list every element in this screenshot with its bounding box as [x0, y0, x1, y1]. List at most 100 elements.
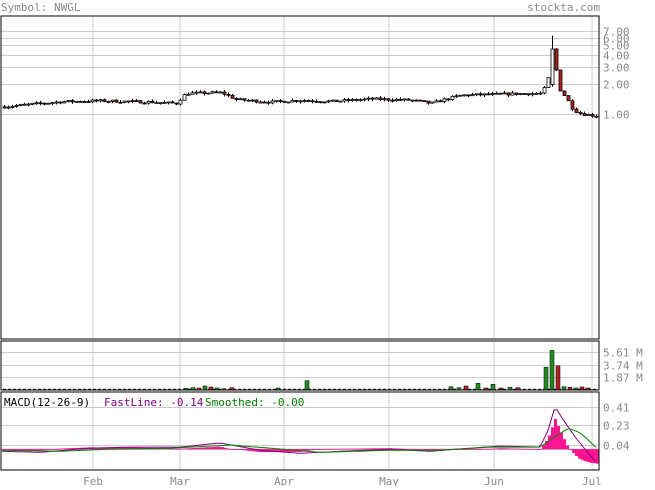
- volume-bar: [490, 384, 496, 391]
- volume-bar-small: [438, 388, 441, 390]
- macd-hist-bar: [473, 448, 476, 450]
- macd-hist-bar: [23, 449, 26, 451]
- macd-hist-bar: [179, 448, 182, 450]
- macd-hist-bar: [329, 448, 332, 450]
- volume-bar-small: [358, 388, 361, 390]
- macd-hist-bar: [176, 448, 179, 450]
- macd-hist-bar: [347, 448, 350, 450]
- volume-bar-small: [153, 388, 156, 390]
- price-candle-body: [566, 95, 571, 102]
- price-panel: 7.006.005.004.003.00 2.00 1.00: [0, 15, 630, 340]
- macd-hist-bar: [26, 449, 29, 451]
- macd-hist-bar: [113, 447, 116, 450]
- macd-hist-bar: [194, 447, 197, 450]
- volume-bar-small: [113, 388, 116, 390]
- macd-hist-bar: [440, 449, 443, 450]
- macd-hist-bar: [371, 448, 374, 450]
- price-candle-body: [270, 100, 275, 104]
- macd-hist-bar: [380, 448, 383, 450]
- volume-bar-small: [343, 388, 346, 390]
- price-candle-body: [290, 100, 295, 103]
- macd-hist-bar: [572, 449, 575, 453]
- volume-bar-small: [418, 388, 421, 390]
- price-candle-body: [146, 100, 151, 104]
- volume-bar: [304, 380, 310, 391]
- macd-hist-bar: [569, 449, 572, 450]
- volume-bar-small: [93, 388, 96, 390]
- macd-hist-bar: [35, 449, 38, 451]
- macd-hist-bar: [548, 435, 551, 450]
- volume-bar: [448, 386, 454, 391]
- macd-hist-bar: [431, 449, 434, 451]
- macd-hist-bar: [326, 449, 329, 450]
- x-tick-label: Apr: [274, 475, 294, 486]
- price-candle-body: [350, 98, 355, 101]
- macd-fast-line: [1, 409, 597, 463]
- macd-hist-bar: [395, 448, 398, 450]
- volume-bar-small: [163, 388, 166, 390]
- volume-bar: [543, 366, 549, 391]
- price-candle-body: [158, 102, 163, 104]
- price-candle-body: [414, 99, 419, 102]
- price-candle-body: [190, 92, 195, 95]
- macd-fast-legend: FastLine: -0.14: [104, 396, 204, 409]
- x-axis: Feb Mar Apr May Jun Jul: [83, 475, 602, 488]
- macd-hist-bar: [419, 449, 422, 450]
- volume-bar-small: [408, 388, 411, 390]
- macd-hist-bar: [524, 448, 527, 450]
- macd-tick-label: 0.41: [603, 402, 630, 415]
- macd-hist-bar: [17, 449, 20, 451]
- macd-hist-bar: [362, 448, 365, 450]
- volume-bar-small: [353, 388, 356, 390]
- price-candle-body: [470, 94, 475, 97]
- volume-bar-small: [303, 388, 306, 390]
- macd-hist-bar: [536, 449, 539, 450]
- price-tick-label: 4.00: [603, 50, 630, 63]
- price-candle-body: [6, 106, 11, 109]
- price-candle-body: [490, 93, 495, 95]
- macd-hist-bar: [62, 448, 65, 450]
- price-candle-body: [214, 91, 219, 94]
- macd-hist-bar: [20, 449, 23, 451]
- macd-hist-bar: [407, 449, 410, 450]
- volume-bar-small: [393, 388, 396, 390]
- macd-hist-bar: [215, 446, 218, 450]
- volume-bar-small: [378, 388, 381, 390]
- price-candle-body: [246, 99, 251, 102]
- volume-bar: [549, 350, 555, 391]
- price-candle-body: [450, 95, 455, 100]
- volume-bar-small: [423, 388, 426, 390]
- volume-bar-small: [513, 388, 516, 390]
- volume-bar-small: [18, 388, 21, 390]
- volume-bar-small: [338, 388, 341, 390]
- volume-bar-small: [533, 388, 536, 390]
- macd-hist-bar: [107, 447, 110, 450]
- volume-bar-small: [348, 388, 351, 390]
- price-candle-body: [94, 99, 99, 102]
- price-candle-body: [546, 77, 551, 88]
- macd-title: MACD(12-26-9): [4, 396, 90, 409]
- price-candle-body: [82, 101, 87, 104]
- macd-hist-bar: [581, 449, 584, 461]
- macd-hist-bar: [104, 447, 107, 450]
- macd-hist-bar: [311, 449, 314, 451]
- price-candle-body: [258, 101, 263, 104]
- volume-bar-small: [593, 388, 596, 390]
- price-candle-body: [562, 90, 567, 96]
- volume-bar: [475, 383, 481, 391]
- volume-bar-small: [433, 388, 436, 390]
- price-candle-body: [518, 93, 523, 95]
- macd-hist-bar: [467, 449, 470, 450]
- price-candle-body: [62, 101, 67, 104]
- macd-tick-label: 0.04: [603, 440, 630, 453]
- volume-bar-small: [233, 388, 236, 390]
- volume-bar-small: [83, 388, 86, 390]
- price-candle-body: [514, 92, 519, 95]
- macd-hist-bar: [317, 449, 320, 450]
- price-candle-body: [274, 100, 279, 102]
- price-candle-body: [254, 99, 259, 103]
- price-candle-body: [294, 100, 299, 102]
- price-candle-body: [162, 101, 167, 104]
- price-candle-body: [298, 100, 303, 103]
